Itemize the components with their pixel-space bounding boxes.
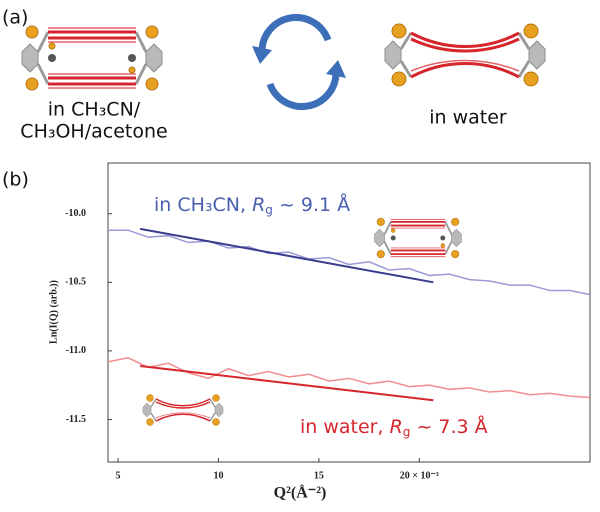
- annotation-part: ~ 7.3 Å: [410, 415, 487, 438]
- y-tick-label: -10.5: [65, 277, 86, 288]
- molecule-open: [373, 217, 463, 259]
- arrow-head: [252, 46, 272, 64]
- x-tick-label: 15: [314, 470, 324, 481]
- molecule-closed: [383, 22, 547, 88]
- data-line: [108, 229, 591, 296]
- x-tick-label: 10: [213, 470, 223, 481]
- annotation-part: ~ 9.1 Å: [273, 193, 350, 216]
- plot-frame: [107, 162, 591, 463]
- y-tick-label: -11.0: [66, 345, 86, 356]
- data-line: [107, 356, 591, 399]
- annotation-part: R: [390, 416, 403, 438]
- x-axis-title: Q²(Å⁻²): [274, 484, 327, 502]
- caption: in water: [429, 107, 507, 129]
- annotation-part: in CH₃CN,: [154, 194, 252, 216]
- annotation-part: R: [252, 194, 265, 216]
- panel-label: (b): [2, 169, 29, 191]
- y-tick-label: -11.5: [66, 414, 86, 425]
- fit-line: [140, 364, 434, 402]
- panel-label: (a): [2, 7, 28, 29]
- caption: in CH₃CN/: [48, 99, 141, 121]
- exchange-arrows: [258, 14, 340, 110]
- x-tick-label: 5: [116, 470, 121, 481]
- molecule-closed: [142, 393, 224, 427]
- x-tick-label: 20 × 10⁻³: [400, 470, 439, 481]
- annotation-part: g: [403, 425, 411, 439]
- annotation: in water, Rg ~ 7.3 Å: [300, 415, 488, 439]
- annotation-part: in water,: [300, 416, 390, 438]
- annotation: in CH₃CN, Rg ~ 9.1 Å: [154, 193, 350, 217]
- fit-line: [139, 227, 434, 284]
- arrow-head: [326, 60, 346, 78]
- molecule-open: [20, 24, 164, 92]
- y-axis-title: Ln(I(Q) (arb.)): [48, 280, 59, 344]
- annotation-part: g: [265, 203, 273, 217]
- y-tick-label: -10.0: [65, 208, 86, 219]
- caption: CH₃OH/acetone: [20, 121, 167, 143]
